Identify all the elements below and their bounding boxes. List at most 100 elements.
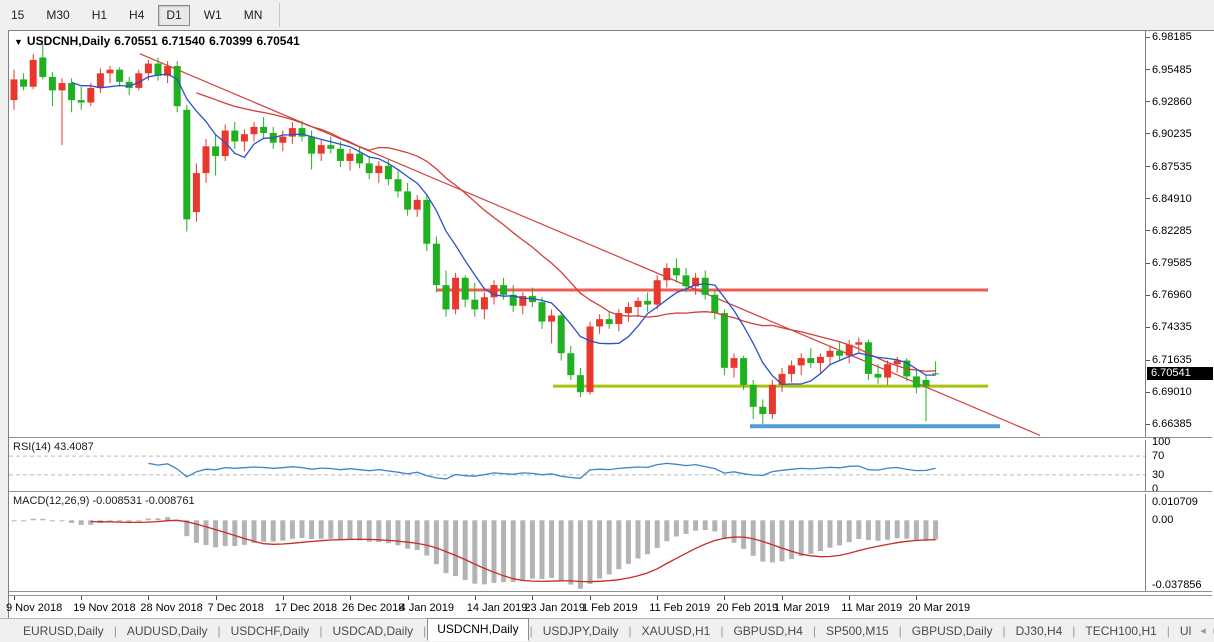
tab-sp500-m15[interactable]: SP500,M15 <box>825 623 889 638</box>
tab-usdcad-daily[interactable]: USDCAD,Daily <box>332 623 414 638</box>
time-axis-tick <box>532 596 534 600</box>
tab-scroll-arrows: ◂▸ <box>1200 624 1214 637</box>
price-axis-label: 6.71635 <box>1152 354 1192 367</box>
tab-gbpusd-daily[interactable]: GBPUSD,Daily <box>911 623 993 638</box>
timeframe-button-h1[interactable]: H1 <box>91 7 108 22</box>
time-axis[interactable]: 9 Nov 2018 19 Nov 2018 28 Nov 2018 7 Dec 20… <box>6 596 1212 617</box>
tab-separator: | <box>423 623 427 638</box>
price-axis-label: 6.69010 <box>1152 386 1192 399</box>
tab-xauusd-h1[interactable]: XAUUSD,H1 <box>641 623 711 638</box>
tab-separator: | <box>812 623 816 638</box>
time-axis-label: 1 Feb 2019 <box>582 602 638 614</box>
time-axis-label: 4 Jan 2019 <box>399 602 455 614</box>
time-axis-label: 28 Nov 2018 <box>140 602 203 614</box>
rsi-axis-label: 30 <box>1152 468 1165 481</box>
macd-axis-label: 0.010709 <box>1152 496 1198 508</box>
tab-separator: | <box>113 623 117 638</box>
ohlc-open: 6.70551 <box>114 34 158 48</box>
rsi-axis: 100 70 30 0 <box>1145 436 1212 495</box>
tab-dj30-h4[interactable]: DJ30,H4 <box>1015 623 1063 638</box>
timeframe-button-d1[interactable]: D1 <box>158 4 190 26</box>
price-axis-tick <box>1146 262 1150 264</box>
ohlc-high: 6.71540 <box>161 34 206 48</box>
time-axis-tick <box>724 596 726 600</box>
macd-signal-line <box>90 519 936 583</box>
timeframe-toolbar: 15 M30 H1 H4 D1 W1 MN <box>0 0 1214 30</box>
price-axis-tick <box>1146 36 1150 38</box>
price-axis-tick <box>1146 166 1150 168</box>
rsi-line <box>148 462 936 480</box>
timeframe-button-15[interactable]: 15 <box>11 7 25 22</box>
panel-separator <box>9 591 1212 596</box>
time-axis-tick <box>282 596 284 600</box>
chart-symbol: USDCNH,Daily <box>26 34 111 48</box>
price-axis-tick <box>1146 326 1150 328</box>
rsi-label: RSI(14) 43.4087 <box>13 441 94 453</box>
time-axis-tick <box>590 596 591 600</box>
price-axis-label: 6.98185 <box>1152 31 1192 43</box>
ohlc-close: 6.70541 <box>256 34 300 48</box>
price-axis-label: 6.82285 <box>1152 224 1192 237</box>
candlestick-chart <box>10 44 1041 436</box>
price-axis-label: 6.66385 <box>1152 418 1192 430</box>
rsi-panel[interactable]: RSI(14) 43.4087 <box>9 440 1145 491</box>
tab-separator: | <box>1002 623 1006 638</box>
tab-separator: | <box>1166 623 1170 638</box>
macd-chart <box>11 517 939 589</box>
price-axis-tick <box>1146 101 1150 103</box>
time-axis-label: 11 Feb 2019 <box>649 602 711 614</box>
macd-axis: 0.010709 0.00 -0.037856 <box>1145 494 1212 591</box>
price-axis-label: 6.84910 <box>1152 192 1192 205</box>
tab-separator: | <box>319 623 323 638</box>
timeframe-button-w1[interactable]: W1 <box>203 7 222 22</box>
scroll-left-icon[interactable]: ◂ <box>1200 625 1206 637</box>
price-axis-label: 6.92860 <box>1152 95 1192 108</box>
ohlc-low: 6.70399 <box>209 34 253 48</box>
tab-tech100-h1[interactable]: TECH100,H1 <box>1085 623 1157 638</box>
current-price-tag: 6.70541 <box>1147 366 1213 380</box>
tab-usdchf-daily[interactable]: USDCHF,Daily <box>230 623 310 638</box>
macd-panel[interactable]: MACD(12,26,9) -0.008531 -0.008761 <box>9 494 1145 591</box>
price-chart-canvas[interactable]: ▼ USDCNH,Daily 6.70551 6.71540 6.70399 6.7054… <box>9 31 1145 437</box>
tab-ul[interactable]: Ul <box>1179 623 1192 638</box>
tab-usdcnh-daily[interactable]: USDCNH,Daily <box>427 618 529 641</box>
time-axis-tick <box>474 596 476 600</box>
time-axis-label: 7 Dec 2018 <box>207 602 264 614</box>
ma-slow-line <box>196 92 936 373</box>
price-axis-label: 6.74335 <box>1152 321 1192 334</box>
price-axis-label: 6.87535 <box>1152 160 1192 173</box>
price-axis-label: 6.95485 <box>1152 63 1192 76</box>
tab-usdjpy-daily[interactable]: USDJPY,Daily <box>542 623 619 638</box>
time-axis-label: 9 Nov 2018 <box>6 602 63 614</box>
rsi-chart <box>9 455 1145 480</box>
macd-label: MACD(12,26,9) -0.008531 -0.008761 <box>13 495 195 507</box>
time-axis-tick <box>916 596 918 600</box>
tab-separator: | <box>898 623 902 638</box>
time-axis-tick <box>350 596 351 600</box>
macd-axis-label: -0.037856 <box>1152 579 1202 591</box>
price-axis-tick <box>1146 133 1150 135</box>
tab-audusd-daily[interactable]: AUDUSD,Daily <box>126 623 208 638</box>
price-axis-tick <box>1146 198 1150 200</box>
time-axis-label: 17 Dec 2018 <box>274 602 338 614</box>
tab-eurusd-daily[interactable]: EURUSD,Daily <box>23 623 104 638</box>
price-axis-tick <box>1146 294 1150 296</box>
timeframe-button-m30[interactable]: M30 <box>46 7 70 22</box>
ma-fast-line <box>71 73 936 386</box>
chart-tabs: EURUSD,Daily | AUDUSD,Daily | USDCHF,Daily | U… <box>0 618 1214 642</box>
tab-separator: | <box>529 623 533 638</box>
time-axis-label: 14 Jan 2019 <box>466 602 528 614</box>
tab-separator: | <box>1072 623 1076 638</box>
timeframe-button-mn[interactable]: MN <box>243 7 263 22</box>
price-axis[interactable]: 6.98185 6.95485 6.92860 6.90235 6.87535 6.849… <box>1145 31 1213 437</box>
price-axis-label: 6.90235 <box>1152 127 1192 140</box>
rsi-axis-label: 70 <box>1152 450 1165 463</box>
chart-title: ▼ USDCNH,Daily 6.70551 6.71540 6.70399 6.7054… <box>14 34 304 48</box>
price-axis-label: 6.76960 <box>1152 289 1192 302</box>
timeframe-button-h4[interactable]: H4 <box>129 7 145 22</box>
tab-gbpusd-h4[interactable]: GBPUSD,H4 <box>733 623 803 638</box>
candlestick-series <box>10 44 940 424</box>
price-axis-tick <box>1146 391 1150 393</box>
chart-dropdown-icon[interactable]: ▼ <box>14 37 23 47</box>
time-axis-label: 19 Nov 2018 <box>73 602 136 614</box>
